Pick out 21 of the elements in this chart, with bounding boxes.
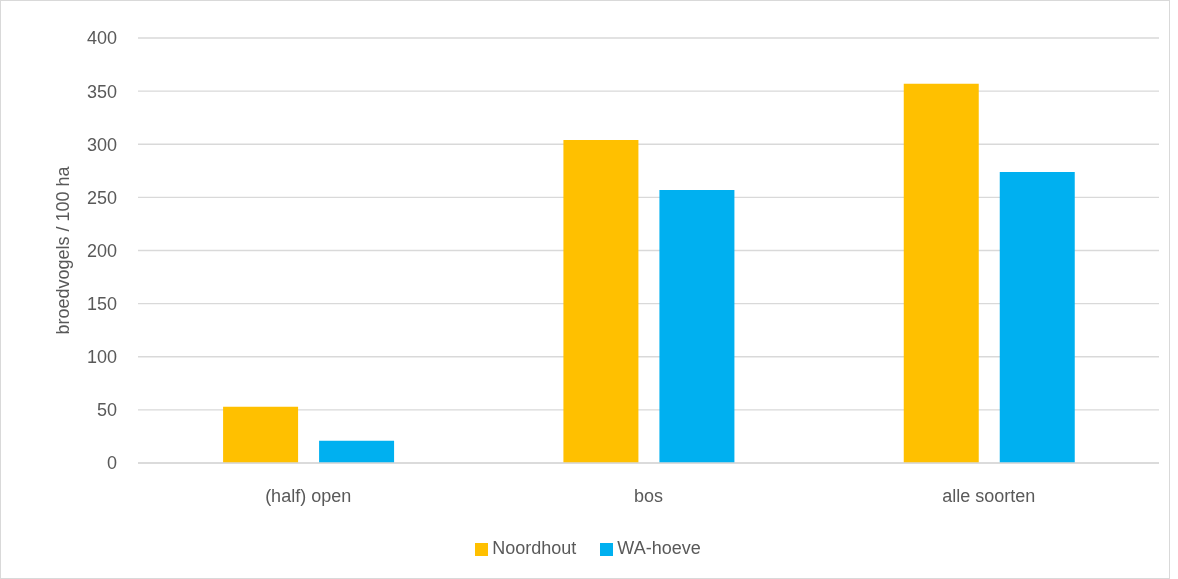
legend-label: Noordhout	[492, 538, 577, 558]
y-tick-label: 100	[86, 347, 117, 368]
bar	[563, 140, 639, 463]
bar	[999, 171, 1075, 463]
x-tick-label: (half) open	[265, 485, 352, 506]
x-tick-label: alle soorten	[942, 485, 1036, 506]
x-tick-label: bos	[633, 485, 664, 506]
bar	[903, 83, 979, 463]
bar	[319, 440, 395, 463]
y-tick-label: 150	[86, 294, 117, 315]
y-tick-label: 0	[106, 453, 117, 474]
y-tick-label: 50	[96, 400, 117, 421]
y-tick-label: 200	[86, 240, 117, 261]
y-tick-label: 400	[86, 28, 117, 49]
y-tick-label: 350	[86, 81, 117, 102]
y-tick-label: 300	[86, 134, 117, 155]
bar	[223, 406, 299, 463]
y-axis-title: broedvogels / 100 ha	[53, 165, 73, 335]
legend-label: WA-hoeve	[617, 538, 701, 558]
y-tick-label: 250	[86, 187, 117, 208]
bar	[659, 189, 735, 463]
